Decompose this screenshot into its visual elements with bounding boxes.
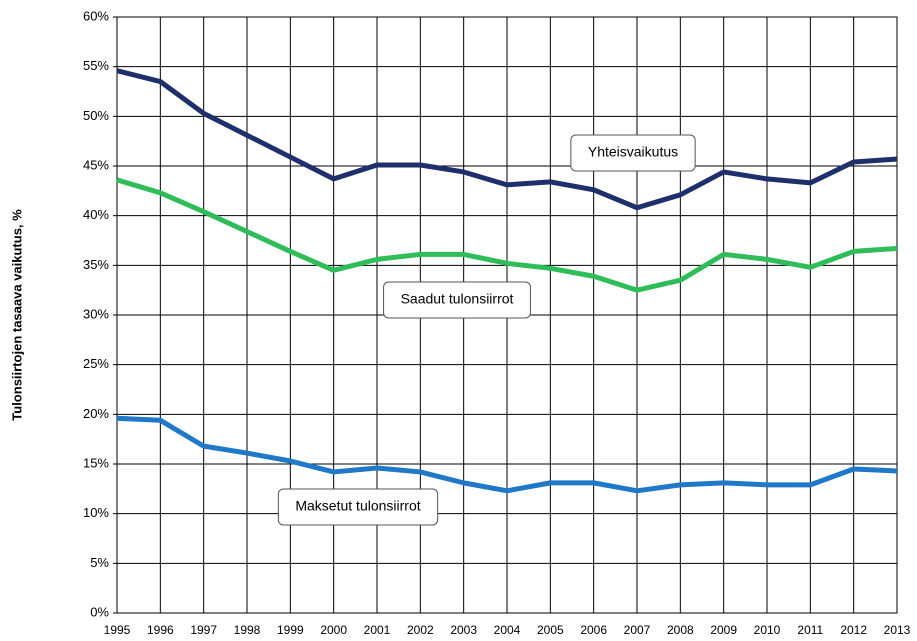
y-tick-label: 5% (90, 555, 109, 570)
y-tick-label: 50% (83, 108, 109, 123)
x-tick-label: 2003 (450, 623, 477, 637)
plot-border (116, 16, 898, 614)
x-tick-label: 1995 (104, 623, 131, 637)
x-tick-label: 2009 (710, 623, 737, 637)
x-tick-label: 1999 (277, 623, 304, 637)
y-tick-label: 20% (83, 406, 109, 421)
y-tick-label: 40% (83, 207, 109, 222)
series-line (116, 177, 898, 293)
x-tick-label: 1998 (234, 623, 261, 637)
x-tick-label: 2012 (840, 623, 867, 637)
y-tick-label: 60% (83, 8, 109, 23)
series-label-box (383, 281, 531, 319)
series-label-box (277, 488, 439, 526)
y-tick-label: 55% (83, 58, 109, 73)
x-tick-label: 2006 (580, 623, 607, 637)
x-tick-label: 2008 (667, 623, 694, 637)
y-tick-label: 45% (83, 157, 109, 172)
y-axis-title: Tulonsiirtojen tasaava vaikutus, % (9, 209, 24, 421)
y-tick-label: 15% (83, 455, 109, 470)
y-tick-label: 0% (90, 604, 109, 619)
x-tick-label: 2010 (754, 623, 781, 637)
x-tick-label: 2000 (320, 623, 347, 637)
x-tick-label: 2013 (884, 623, 911, 637)
y-tick-label: 25% (83, 356, 109, 371)
x-tick-label: 2007 (624, 623, 651, 637)
series-label-box (570, 134, 696, 172)
x-tick-label: 2011 (797, 623, 823, 637)
y-tick-label: 10% (83, 505, 109, 520)
series-label: Maksetut tulonsiirrot (295, 498, 420, 514)
x-tick-label: 2005 (537, 623, 564, 637)
x-tick-label: 2004 (494, 623, 521, 637)
x-tick-label: 2001 (364, 623, 391, 637)
y-tick-label: 35% (83, 257, 109, 272)
series-label: Saadut tulonsiirrot (401, 291, 514, 307)
x-tick-label: 2002 (407, 623, 434, 637)
x-tick-label: 1996 (147, 623, 174, 637)
series-label: Yhteisvaikutus (588, 144, 678, 160)
x-tick-label: 1997 (190, 623, 217, 637)
y-tick-label: 30% (83, 306, 109, 321)
series-line (116, 68, 898, 211)
series-line (116, 415, 898, 494)
